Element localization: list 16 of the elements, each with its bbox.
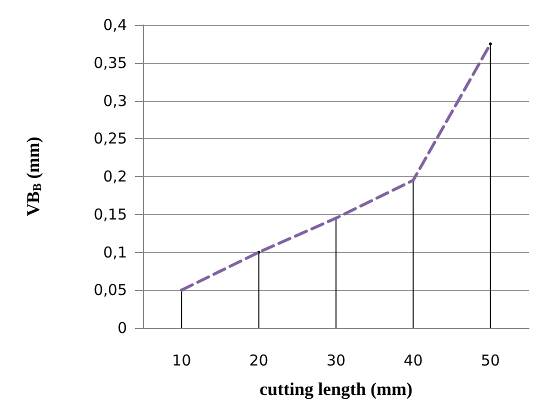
y-tick-label: 0,15 (94, 205, 127, 224)
y-tick-label: 0,3 (103, 92, 127, 110)
y-tick-label: 0,05 (94, 281, 127, 300)
y-tick-label: 0,4 (103, 16, 127, 34)
y-tick-label: 0,35 (94, 54, 127, 72)
y-tick-label: 0,25 (94, 130, 127, 148)
y-tick-label: 0 (117, 319, 127, 337)
x-tick-label: 40 (404, 352, 423, 370)
y-tick-label: 0,1 (103, 243, 127, 262)
x-tick-label: 30 (326, 352, 346, 370)
y-axis-title: VBB (mm) (23, 136, 44, 216)
x-tick-label: 20 (249, 352, 268, 370)
x-axis-title: cutting length (mm) (260, 379, 412, 399)
x-tick-label: 10 (172, 352, 192, 370)
y-tick-label: 0,2 (103, 168, 127, 186)
x-tick-label: 50 (480, 352, 500, 370)
